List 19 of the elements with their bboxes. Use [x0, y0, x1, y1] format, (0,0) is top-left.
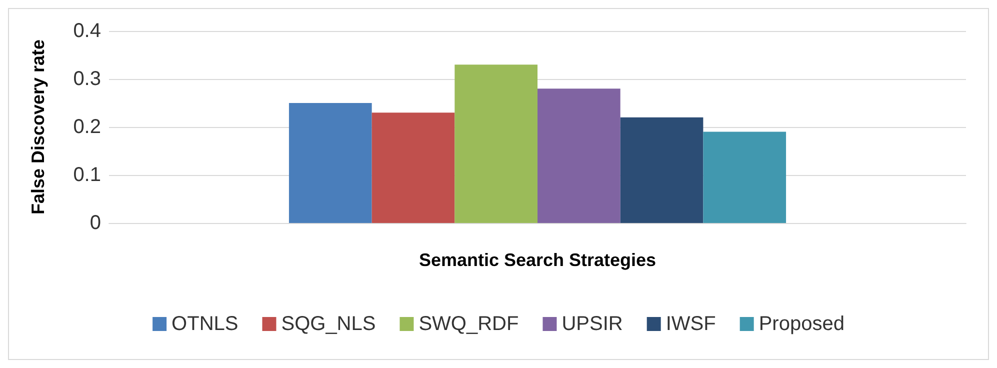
bar — [538, 88, 620, 223]
y-tick-label: 0.4 — [73, 20, 101, 42]
legend-label: IWSF — [666, 313, 716, 335]
bar — [372, 112, 455, 223]
legend-label: OTNLS — [172, 313, 238, 335]
legend-label: SWQ_RDF — [418, 313, 519, 335]
y-tick-label: 0.1 — [73, 164, 101, 186]
bar — [454, 64, 538, 223]
legend-label: SQG_NLS — [281, 313, 376, 335]
y-tick-label: 0 — [90, 212, 101, 234]
y-tick-label: 0.3 — [73, 68, 101, 90]
x-axis-title: Semantic Search Strategies — [418, 250, 656, 270]
legend-label: Proposed — [758, 313, 844, 335]
legend-label: UPSIR — [562, 313, 623, 335]
bar — [288, 103, 372, 223]
bar — [620, 117, 704, 223]
y-axis-title: False Discovery rate — [28, 39, 48, 215]
bar — [703, 132, 786, 223]
y-tick-label: 0.2 — [73, 116, 101, 138]
